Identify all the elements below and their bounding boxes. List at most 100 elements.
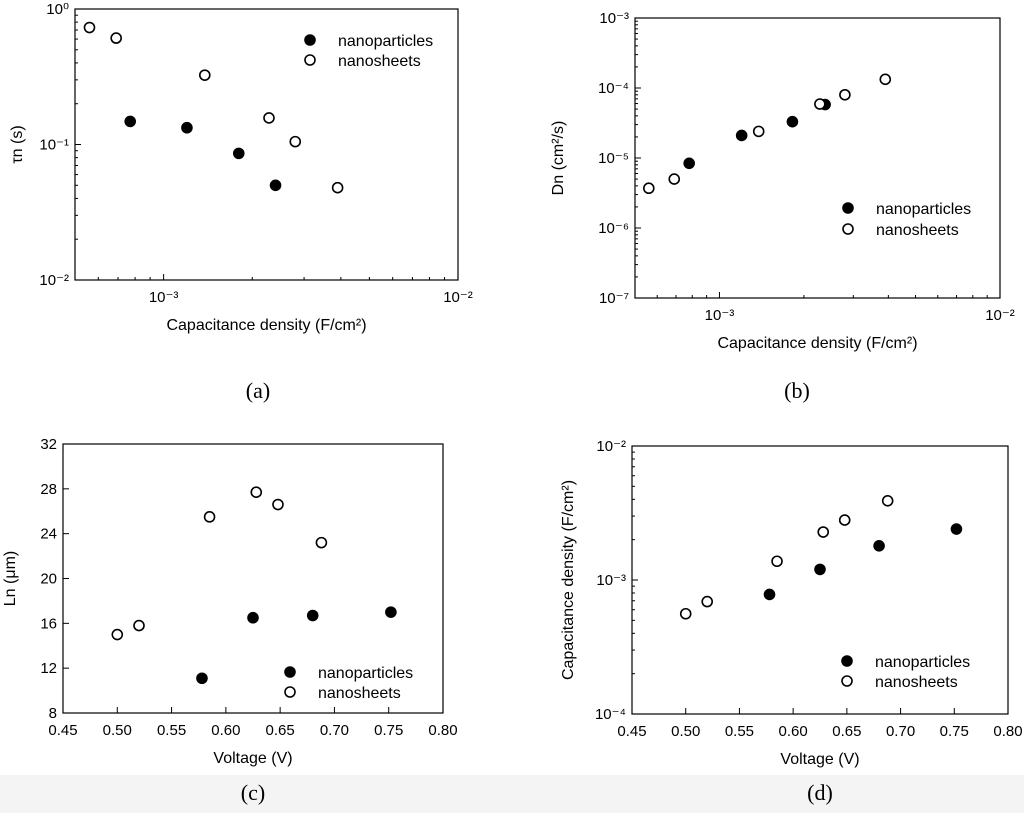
nanosheets-point	[838, 514, 851, 526]
nanosheets-point	[331, 181, 344, 194]
nanoparticles-point	[306, 609, 319, 622]
y-tick-label: 8	[49, 705, 57, 722]
x-tick-label: 0.50	[671, 723, 700, 740]
x-axis-label: Voltage (V)	[213, 750, 292, 767]
legend-label: nanoparticles	[338, 33, 433, 50]
legend-label: nanoparticles	[876, 201, 971, 218]
x-tick-label: 0.45	[617, 723, 646, 740]
panel-b: 10⁻³ 10⁻² 10⁻⁷ 10⁻⁶ 10⁻⁵ 10⁻⁴ 10⁻³ Capacitance …	[550, 10, 1015, 403]
y-tick-label: 10⁻²	[39, 272, 69, 289]
x-tick-label: 0.75	[940, 723, 969, 740]
x-tick-label: 0.75	[374, 722, 403, 739]
bottom-band	[0, 775, 1024, 813]
y-axis-label: Dn (cm²/s)	[550, 121, 567, 196]
panel-a: 10⁻³ 10⁻² 10⁻² 10⁻¹ 10⁰ Capacitance density (…	[9, 1, 473, 403]
x-axis-label: Voltage (V)	[780, 751, 859, 768]
nanosheets-point	[814, 98, 826, 110]
legend-label: nanosheets	[876, 222, 959, 239]
legend-marker	[842, 202, 854, 214]
legend-marker	[284, 686, 296, 698]
x-tick-label: 10⁻³	[705, 307, 735, 324]
nanoparticles-point	[385, 606, 397, 618]
legend-marker	[841, 675, 853, 687]
nanoparticles-point	[735, 129, 748, 142]
legend-label: nanoparticles	[875, 654, 970, 671]
legend: nanoparticles nanosheets	[284, 665, 413, 702]
x-tick-label: 0.65	[832, 723, 861, 740]
panel-caption: (b)	[784, 378, 810, 403]
nanosheets-point	[752, 125, 765, 138]
y-tick-label: 10⁻³	[599, 10, 629, 27]
nanosheets-point	[198, 69, 211, 81]
nanosheets-point	[881, 494, 894, 507]
y-tick-label: 28	[40, 481, 57, 498]
nanosheets-point	[315, 536, 328, 549]
legend-label: nanosheets	[338, 53, 421, 70]
x-tick-label: 0.60	[779, 723, 808, 740]
x-tick-label: 0.70	[320, 722, 349, 739]
legend-label: nanosheets	[318, 685, 401, 702]
nanoparticles-point	[269, 179, 282, 192]
nanoparticles-point	[124, 115, 137, 128]
nanosheets-point	[272, 498, 284, 511]
nanosheets-point	[111, 628, 124, 641]
y-tick-label: 16	[40, 615, 57, 632]
panel-caption: (a)	[246, 378, 270, 403]
y-tick-label: 12	[40, 660, 57, 677]
y-tick-label: 10⁰	[46, 1, 69, 18]
x-tick-label: 0.60	[211, 722, 240, 739]
y-axis-label: Ln (μm)	[2, 551, 19, 606]
nanosheets-point	[701, 595, 714, 608]
x-tick-label: 0.45	[48, 722, 77, 739]
panel-caption: (d)	[807, 780, 833, 805]
nanosheets-point	[668, 173, 681, 185]
x-tick-label: 10⁻³	[149, 289, 179, 306]
y-tick-label: 10⁻³	[596, 572, 626, 589]
x-axis-label: Capacitance density (F/cm²)	[717, 335, 917, 352]
y-tick-label: 10⁻²	[596, 438, 626, 455]
nanosheets-point	[250, 486, 263, 498]
y-tick-label: 10⁻⁶	[598, 220, 629, 237]
nanoparticles-point	[763, 588, 776, 601]
nanosheets-point	[263, 112, 275, 124]
legend: nanoparticles nanosheets	[841, 654, 970, 691]
nanosheets-point	[817, 526, 830, 538]
y-tick-label: 10⁻¹	[39, 137, 69, 154]
x-tick-label: 0.80	[428, 722, 457, 739]
panel-d: 0.45 0.50 0.55 0.60 0.65 0.70 0.75 0.80 10⁻⁴ 10⁻³…	[560, 438, 1023, 805]
nanosheets-point	[289, 135, 302, 148]
x-tick-label: 0.55	[157, 722, 186, 739]
nanoparticles-point	[232, 147, 245, 160]
x-tick-label: 0.50	[103, 722, 132, 739]
x-tick-label: 10⁻²	[443, 289, 473, 306]
nanosheets-point	[839, 88, 851, 101]
nanosheets-point	[83, 21, 96, 34]
y-tick-label: 10⁻⁷	[599, 290, 629, 307]
legend-marker	[304, 34, 316, 46]
nanosheets-point	[643, 182, 655, 195]
nanoparticles-point	[950, 523, 963, 535]
nanoparticles-point	[786, 115, 799, 128]
nanosheets-point	[203, 511, 216, 523]
panel-caption: (c)	[241, 780, 265, 805]
x-tick-label: 0.65	[266, 722, 295, 739]
nanosheets-point	[771, 555, 783, 568]
legend-marker	[841, 655, 853, 667]
nanoparticles-point	[873, 539, 885, 552]
legend: nanoparticles nanosheets	[842, 201, 971, 239]
y-tick-label: 20	[40, 571, 57, 588]
legend-marker	[284, 666, 296, 678]
nanoparticles-point	[247, 611, 259, 624]
y-tick-label: 10⁻⁴	[595, 706, 626, 723]
x-tick-label: 0.70	[886, 723, 915, 740]
x-tick-label: 0.80	[993, 723, 1022, 740]
panel-c: 0.45 0.50 0.55 0.60 0.65 0.70 0.75 0.80 8 12 16 20 2…	[2, 436, 458, 805]
y-tick-label: 10⁻⁵	[598, 150, 629, 167]
x-tick-label: 0.55	[725, 723, 754, 740]
nanosheets-point	[879, 73, 892, 86]
x-axis-label: Capacitance density (F/cm²)	[166, 317, 366, 334]
nanoparticles-point	[814, 563, 826, 576]
y-tick-label: 24	[40, 526, 57, 543]
y-axis-label: τn (s)	[9, 125, 26, 163]
